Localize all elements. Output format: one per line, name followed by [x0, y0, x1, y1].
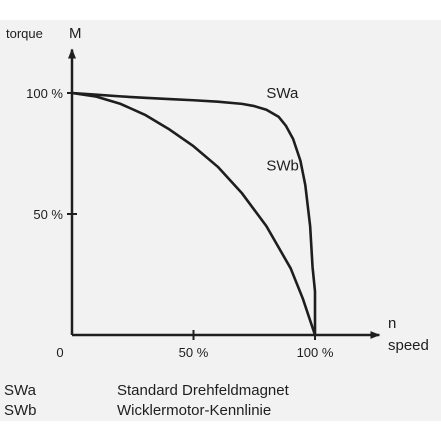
legend-desc-swb: Wicklermotor-Kennlinie — [117, 402, 272, 419]
x-tick-label: 50 % — [179, 345, 209, 360]
y-axis-word-label: torque — [6, 26, 43, 41]
series-label-swb: SWb — [266, 157, 299, 174]
legend-desc-swa: Standard Drehfeldmagnet — [117, 382, 289, 399]
legend-row-swb: SWb Wicklermotor-Kennlinie — [0, 401, 441, 421]
origin-label: 0 — [56, 345, 63, 360]
series-line-swb — [70, 91, 317, 337]
y-axis-symbol-label: M — [69, 25, 82, 42]
y-tick-label: 100 % — [26, 86, 63, 101]
legend-key-swa: SWa — [4, 382, 36, 399]
legend-row-swa: SWa Standard Drehfeldmagnet — [0, 381, 441, 401]
x-axis-word-label: speed — [388, 337, 429, 354]
top-margin — [0, 0, 441, 20]
legend: SWa Standard Drehfeldmagnet SWb Wicklerm… — [0, 381, 441, 421]
series-label-swa: SWa — [266, 85, 299, 102]
x-axis-symbol-label: n — [388, 315, 396, 332]
bottom-margin — [0, 421, 441, 441]
x-tick-label: 100 % — [297, 345, 334, 360]
series-line-swa — [70, 91, 317, 337]
y-tick-label: 50 % — [33, 207, 63, 222]
legend-key-swb: SWb — [4, 402, 37, 419]
